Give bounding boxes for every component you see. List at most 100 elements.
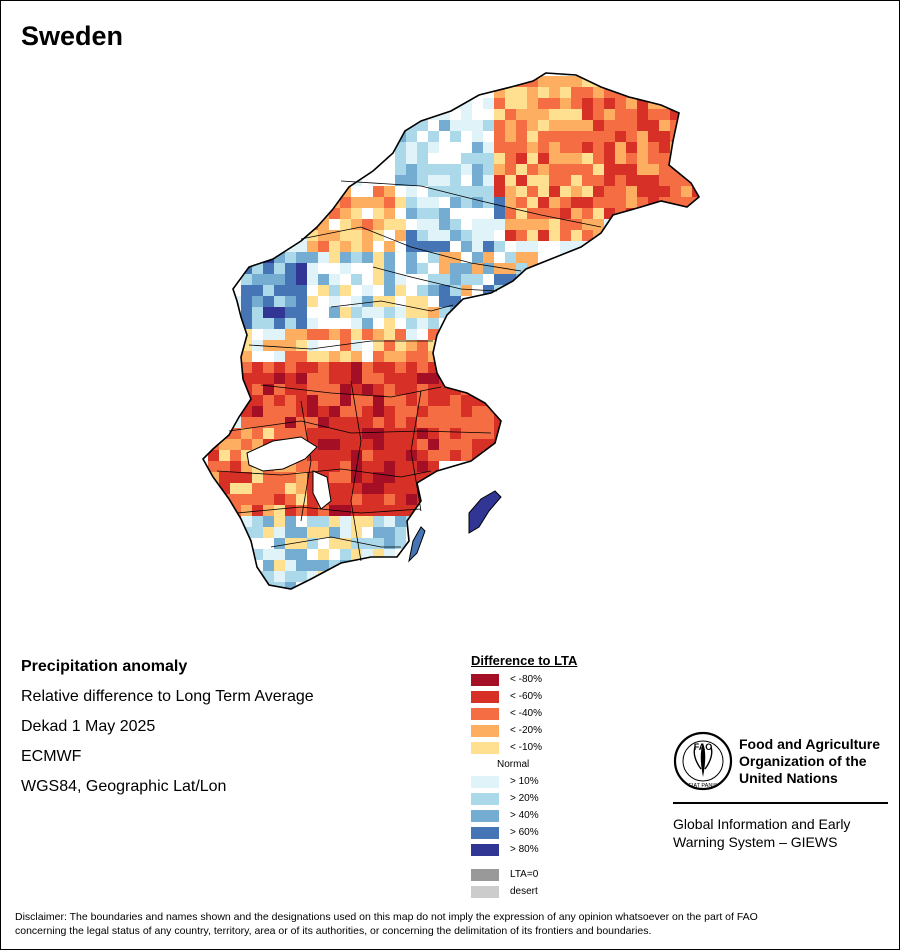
grid-cell xyxy=(659,450,670,461)
grid-cell xyxy=(197,604,208,615)
grid-cell xyxy=(219,208,230,219)
grid-cell xyxy=(516,406,527,417)
grid-cell xyxy=(203,73,208,76)
grid-cell xyxy=(219,219,230,230)
grid-cell xyxy=(318,593,329,604)
grid-cell xyxy=(538,197,549,208)
grid-cell xyxy=(450,274,461,285)
grid-cell xyxy=(384,351,395,362)
grid-cell xyxy=(263,373,274,384)
grid-cell xyxy=(505,230,516,241)
grid-cell xyxy=(274,483,285,494)
grid-cell xyxy=(670,153,681,164)
grid-cell xyxy=(450,406,461,417)
grid-cell xyxy=(439,153,450,164)
grid-cell xyxy=(384,483,395,494)
grid-cell xyxy=(428,340,439,351)
grid-cell xyxy=(593,186,604,197)
grid-cell xyxy=(615,197,626,208)
grid-cell xyxy=(395,307,406,318)
grid-cell xyxy=(351,131,362,142)
grid-cell xyxy=(329,153,340,164)
grid-cell xyxy=(648,186,659,197)
grid-cell xyxy=(637,153,648,164)
grid-cell xyxy=(417,560,428,571)
grid-cell xyxy=(241,208,252,219)
grid-cell xyxy=(549,120,560,131)
grid-cell xyxy=(428,98,439,109)
grid-cell xyxy=(241,549,252,560)
grid-cell xyxy=(648,241,659,252)
grid-cell xyxy=(582,142,593,153)
grid-cell xyxy=(659,538,670,549)
grid-cell xyxy=(483,153,494,164)
grid-cell xyxy=(681,395,692,406)
grid-cell xyxy=(604,483,615,494)
grid-cell xyxy=(362,241,373,252)
grid-cell xyxy=(538,76,549,87)
grid-cell xyxy=(494,73,505,76)
grid-cell xyxy=(692,73,699,76)
grid-cell xyxy=(472,263,483,274)
grid-cell xyxy=(340,120,351,131)
grid-cell xyxy=(516,505,527,516)
grid-cell xyxy=(373,142,384,153)
grid-cell xyxy=(582,285,593,296)
grid-cell xyxy=(307,560,318,571)
grid-cell xyxy=(395,186,406,197)
grid-cell xyxy=(637,164,648,175)
grid-cell xyxy=(681,483,692,494)
grid-cell xyxy=(549,461,560,472)
grid-cell xyxy=(219,241,230,252)
grid-cell xyxy=(417,230,428,241)
data-source: ECMWF xyxy=(21,748,82,765)
grid-cell xyxy=(285,373,296,384)
grid-cell xyxy=(472,307,483,318)
grid-cell xyxy=(329,131,340,142)
grid-cell xyxy=(285,384,296,395)
grid-cell xyxy=(593,406,604,417)
grid-cell xyxy=(219,98,230,109)
grid-cell xyxy=(472,175,483,186)
grid-cell xyxy=(692,538,699,549)
grid-cell xyxy=(461,373,472,384)
grid-cell xyxy=(219,120,230,131)
grid-cell xyxy=(373,120,384,131)
grid-cell xyxy=(406,593,417,604)
grid-cell xyxy=(252,384,263,395)
grid-cell xyxy=(307,153,318,164)
grid-cell xyxy=(703,208,714,219)
lake-vattern xyxy=(312,470,332,510)
grid-cell xyxy=(648,318,659,329)
grid-cell xyxy=(472,131,483,142)
grid-cell xyxy=(285,230,296,241)
grid-cell xyxy=(307,87,318,98)
grid-cell xyxy=(461,571,472,582)
grid-cell xyxy=(549,560,560,571)
grid-cell xyxy=(351,263,362,274)
grid-cell xyxy=(659,263,670,274)
lake-vanern xyxy=(246,436,318,472)
grid-cell xyxy=(318,263,329,274)
grid-cell xyxy=(329,439,340,450)
grid-cell xyxy=(219,186,230,197)
grid-cell xyxy=(692,252,699,263)
grid-cell xyxy=(208,549,219,560)
grid-cell xyxy=(483,384,494,395)
grid-cell xyxy=(208,450,219,461)
grid-cell xyxy=(241,318,252,329)
grid-cell xyxy=(615,483,626,494)
grid-cell xyxy=(692,351,699,362)
grid-cell xyxy=(692,472,699,483)
grid-cell xyxy=(340,538,351,549)
grid-cell xyxy=(351,296,362,307)
grid-cell xyxy=(538,296,549,307)
grid-cell xyxy=(692,439,699,450)
grid-cell xyxy=(373,197,384,208)
grid-cell xyxy=(571,373,582,384)
grid-cell xyxy=(593,549,604,560)
grid-cell xyxy=(450,175,461,186)
grid-cell xyxy=(384,373,395,384)
grid-cell xyxy=(560,505,571,516)
grid-cell xyxy=(362,461,373,472)
